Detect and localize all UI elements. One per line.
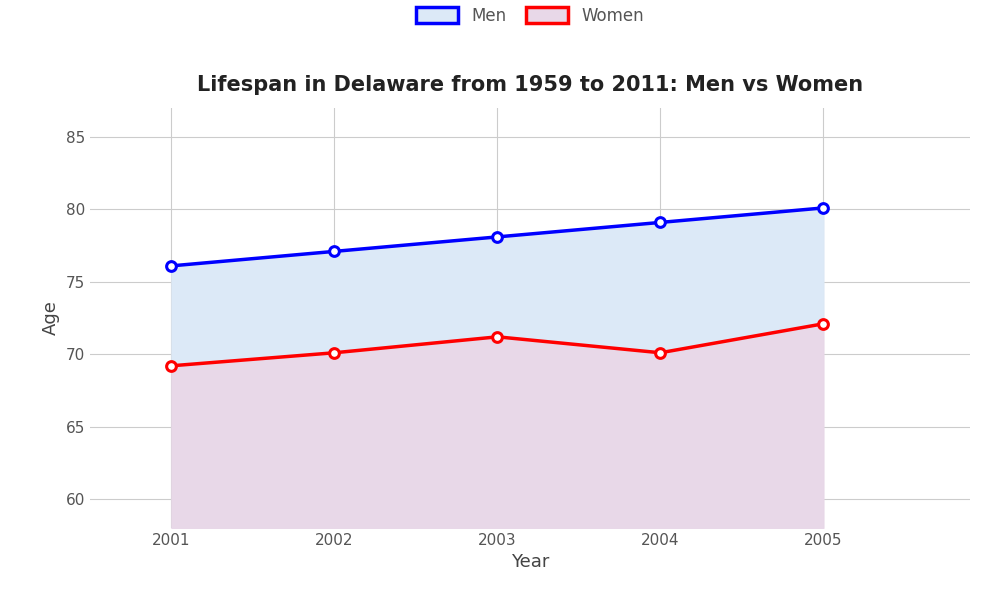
Legend: Men, Women: Men, Women bbox=[408, 0, 652, 34]
Y-axis label: Age: Age bbox=[42, 301, 60, 335]
X-axis label: Year: Year bbox=[511, 553, 549, 571]
Title: Lifespan in Delaware from 1959 to 2011: Men vs Women: Lifespan in Delaware from 1959 to 2011: … bbox=[197, 76, 863, 95]
